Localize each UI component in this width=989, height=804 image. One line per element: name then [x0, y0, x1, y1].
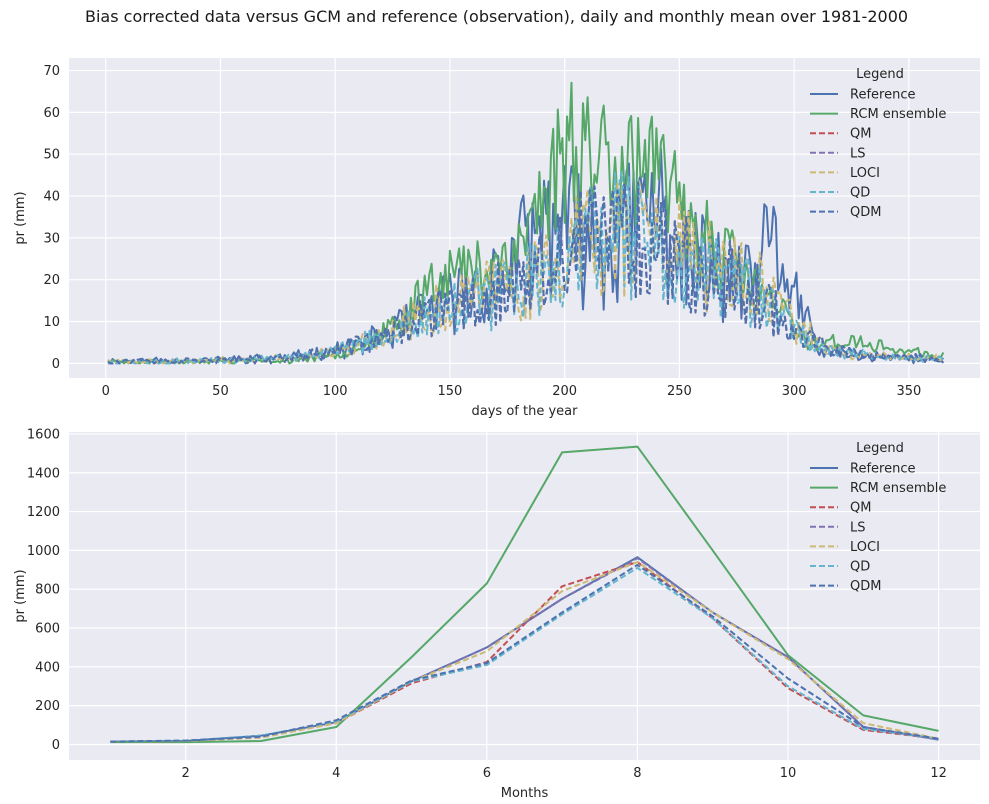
legend: Legend Reference RCM ensemble QM LS LOCI QD QDM: [810, 67, 946, 220]
x-axis-label: Months: [501, 786, 549, 801]
series-line-rcm-ensemble: [110, 445, 939, 744]
x-tick-label: 12: [930, 766, 947, 781]
legend-entry: QDM: [850, 205, 881, 220]
y-tick-label: 60: [43, 106, 60, 121]
x-tick-label: 100: [323, 384, 348, 399]
legend-entry: QD: [850, 560, 870, 575]
y-tick-label: 1600: [27, 427, 60, 442]
series-line-qd: [107, 170, 944, 365]
y-tick-label: 1000: [27, 544, 60, 559]
legend-entry: Reference: [850, 88, 915, 103]
legend-entry: LOCI: [850, 540, 880, 555]
plot-area: [69, 432, 980, 760]
y-tick-label: 0: [52, 738, 60, 753]
legend-entry: LOCI: [850, 166, 880, 181]
y-tick-label: 20: [43, 273, 60, 288]
x-tick-label: 8: [633, 766, 641, 781]
x-tick-label: 250: [667, 384, 692, 399]
x-tick-label: 350: [896, 384, 921, 399]
y-tick-label: 40: [43, 190, 60, 205]
y-tick-label: 200: [35, 699, 60, 714]
x-tick-label: 50: [212, 384, 229, 399]
x-axis-label: days of the year: [472, 404, 579, 419]
y-tick-label: 10: [43, 315, 60, 330]
y-tick-label: 600: [35, 622, 60, 637]
legend-entry: QM: [850, 501, 871, 516]
y-axis-label: pr (mm): [13, 191, 28, 244]
legend-entry: RCM ensemble: [850, 107, 946, 122]
y-tick-label: 30: [43, 231, 60, 246]
x-tick-label: 2: [182, 766, 190, 781]
y-tick-label: 0: [52, 357, 60, 372]
y-tick-label: 400: [35, 660, 60, 675]
series-line-qdm: [107, 181, 945, 365]
legend-entry: QDM: [850, 579, 881, 594]
x-tick-label: 10: [780, 766, 797, 781]
x-tick-label: 300: [782, 384, 807, 399]
x-tick-label: 150: [438, 384, 463, 399]
legend: Legend Reference RCM ensemble QM LS LOCI QD QDM: [810, 441, 946, 594]
legend-entry: QM: [850, 127, 871, 142]
y-tick-label: 1200: [27, 505, 60, 520]
series-lines: [107, 81, 945, 365]
y-tick-label: 1400: [27, 466, 60, 481]
y-tick-label: 800: [35, 583, 60, 598]
legend-title: Legend: [856, 67, 904, 82]
y-tick-label: 50: [43, 148, 60, 163]
x-tick-label: 0: [102, 384, 110, 399]
chart-panel-1: 0 50 100 150 200 250 300 350 0 10 20 30 40 50 60 70 days…: [13, 58, 980, 419]
figure-title: Bias corrected data versus GCM and refer…: [85, 7, 909, 26]
legend-entry: Reference: [850, 462, 915, 477]
x-tick-label: 200: [552, 384, 577, 399]
legend-entry: LS: [850, 520, 866, 535]
x-tick-label: 6: [483, 766, 491, 781]
x-tick-label: 4: [332, 766, 340, 781]
series-line-qdm: [110, 563, 939, 743]
series-lines: [110, 445, 939, 744]
legend-title: Legend: [856, 441, 904, 456]
legend-entry: QD: [850, 186, 870, 201]
chart-panel-2: 2 4 6 8 10 12 0 200 400 600 800 1000 1200 1400 1600 Mon…: [13, 427, 980, 801]
y-tick-label: 70: [43, 64, 60, 79]
y-axis-label: pr (mm): [13, 569, 28, 622]
legend-entry: RCM ensemble: [850, 481, 946, 496]
legend-entry: LS: [850, 146, 866, 161]
